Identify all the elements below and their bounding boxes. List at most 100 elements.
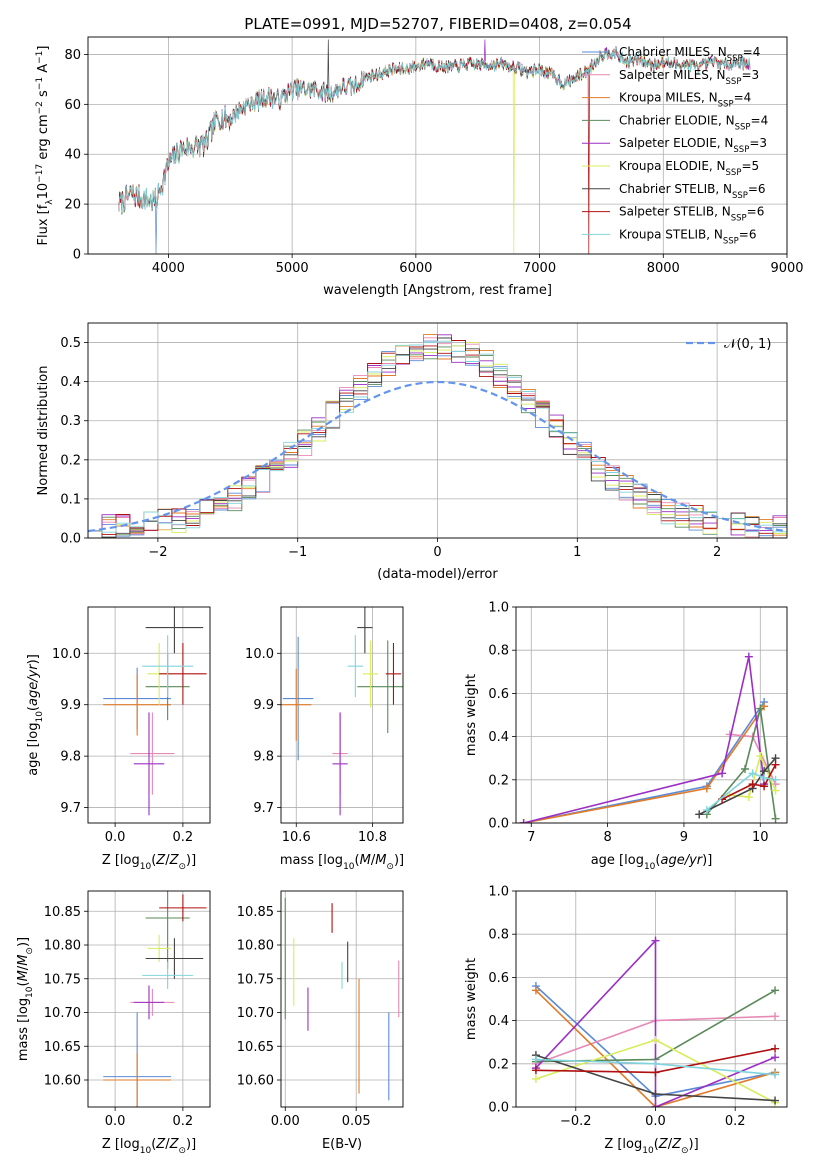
plot-frame	[87, 890, 211, 1108]
legend-sub: SSP	[726, 168, 742, 178]
x-axis-label: wavelength [Angstrom, rest frame]	[323, 283, 552, 298]
weight-series-kroupa-miles	[519, 702, 769, 823]
errorbar-salpeter-miles	[130, 712, 175, 795]
text-span: /	[16, 965, 31, 970]
weight-series-kroupa-elodie	[531, 1036, 780, 1107]
text-span: (	[655, 853, 660, 868]
x-tick-label: −0.2	[560, 1114, 592, 1129]
x-tick-label: 9	[680, 830, 688, 845]
weight-line	[721, 764, 777, 800]
weight-line	[523, 701, 765, 823]
text-span: Z	[169, 1137, 180, 1152]
errorbar-kroupa-stelib	[142, 635, 194, 697]
y-tick-label: 0.6	[488, 687, 509, 702]
legend-label-salpeter-stelib: Salpeter STELIB, NSSP=6	[619, 205, 764, 224]
plot-frame	[87, 322, 788, 539]
y-tick-label: 0.4	[488, 730, 509, 745]
y-tick-label: 0.6	[488, 971, 509, 986]
legend-name: Chabrier ELODIE, N	[619, 113, 735, 127]
text-span: age [log	[26, 723, 41, 776]
x-tick-label: 5000	[276, 261, 309, 276]
legend-suffix: =4	[734, 91, 752, 105]
y-tick-label: 0.3	[60, 414, 81, 429]
text-span: )]	[394, 853, 404, 868]
text-span: ⊙	[178, 1146, 186, 1156]
legend-name: Chabrier STELIB, N	[619, 182, 732, 196]
x-tick-label: 2	[713, 545, 721, 560]
legend-label-salpeter-miles: Salpeter MILES, NSSP=3	[619, 68, 759, 87]
weight-marker	[744, 652, 753, 661]
legend-label-chabrier-elodie: Chabrier ELODIE, NSSP=4	[619, 113, 768, 132]
y-tick-label: 0.8	[488, 928, 509, 943]
y-tick-label: 0.8	[488, 644, 509, 659]
weight-marker	[771, 775, 780, 784]
legend-label-chabrier-stelib: Chabrier STELIB, NSSP=6	[619, 182, 766, 201]
legend-sub: SSP	[732, 191, 748, 201]
weight-line	[535, 989, 776, 1107]
weight-series-salpeter-stelib	[531, 1044, 780, 1077]
legend-suffix: =6	[748, 182, 766, 196]
weight-marker	[741, 765, 750, 773]
legend-name: Kroupa MILES, N	[619, 91, 718, 105]
text-span: erg cm	[36, 114, 51, 163]
weight-marker	[771, 1044, 780, 1053]
x-tick-label: 0.0	[105, 830, 126, 845]
weight-marker	[771, 1096, 780, 1105]
weight-series-kroupa-elodie	[725, 752, 780, 802]
weight-marker	[771, 1053, 780, 1062]
x-tick-label: 9000	[770, 261, 803, 276]
text-span: A	[36, 64, 51, 77]
spectrum-line-kroupa-stelib	[118, 46, 751, 213]
residuals-panel: −2 −1 0 1 2 0.0 0.1 0.2 0.3 0.4 0.5 𝒩(0, 1) (data-mo…	[36, 322, 788, 582]
y-tick-label: 0.2	[488, 1057, 509, 1072]
x-tick-label: 1	[573, 545, 581, 560]
figure-title: PLATE=0991, MJD=52707, FIBERID=0408, z=0…	[244, 15, 631, 33]
weight-line	[729, 753, 777, 798]
errorbar-chabrier-elodie	[145, 891, 190, 969]
legend-label-chabrier-miles: Chabrier MILES, NSSP=4	[619, 45, 760, 64]
y-tick-label: 40	[64, 148, 81, 163]
weight-line	[698, 757, 777, 816]
y-tick-label: 10.0	[245, 647, 274, 662]
y-tick-label: 60	[64, 98, 81, 113]
legend-suffix: =3	[749, 136, 767, 150]
text-span: λ	[45, 199, 55, 205]
x-tick-label: 10.8	[358, 830, 387, 845]
y-axis-label: Normed distribution	[36, 366, 51, 496]
spectrum-panel: 4000 5000 6000 7000 8000 9000 0 20 40 60 80 Chabrie…	[35, 36, 804, 298]
y-tick-label: 10.0	[52, 647, 81, 662]
y-tick-label: 9.9	[60, 698, 81, 713]
weight-marker	[531, 986, 540, 995]
text-span: −17	[35, 164, 45, 183]
errorbar-kroupa-stelib	[142, 961, 194, 989]
text-span: ⊙	[25, 947, 35, 955]
weight-vs-Z-panel: −0.2 0.0 0.2 0.0 0.2 0.4 0.6 0.8 1.0 mass weight Z…	[464, 885, 788, 1156]
errorbar-salpeter-stelib	[385, 643, 402, 705]
text-span: ⊙	[178, 862, 186, 872]
text-span: (	[355, 853, 360, 868]
weight-marker	[748, 769, 757, 778]
weight-marker	[651, 1103, 660, 1107]
text-span: 10	[140, 1146, 152, 1156]
x-axis-label: Z [log10(Z/Z⊙)]	[102, 1137, 196, 1156]
y-tick-label: 0.4	[60, 375, 81, 390]
text-span: Z	[155, 853, 166, 868]
weight-marker	[651, 1036, 660, 1045]
errorbar-chabrier-elodie	[357, 640, 403, 733]
x-tick-label: −2	[148, 545, 167, 560]
text-span: )]	[186, 1137, 196, 1152]
x-axis-label: Z [log10(Z/Z⊙)]	[604, 1137, 698, 1156]
y-tick-label: 10.70	[237, 1006, 274, 1021]
text-span: −1	[35, 51, 45, 64]
text-span: M	[16, 970, 31, 981]
plot-frame	[515, 890, 788, 1108]
histogram-kroupa-stelib	[88, 340, 787, 538]
legend-suffix: =4	[751, 113, 769, 127]
y-axis-label: Flux [fλ10−17 erg cm−2 s−1 A−1]	[35, 46, 55, 246]
x-tick-label: 7000	[523, 261, 556, 276]
text-span: Z [log	[102, 853, 140, 868]
legend-label-kroupa-stelib: Kroupa STELIB, NSSP=6	[619, 227, 757, 246]
errorbar-chabrier-stelib	[145, 938, 204, 979]
age-vs-Z-panel: 0.0 0.29.79.89.910.0Z [log10(Z/Z⊙)]age [l…	[26, 606, 211, 872]
